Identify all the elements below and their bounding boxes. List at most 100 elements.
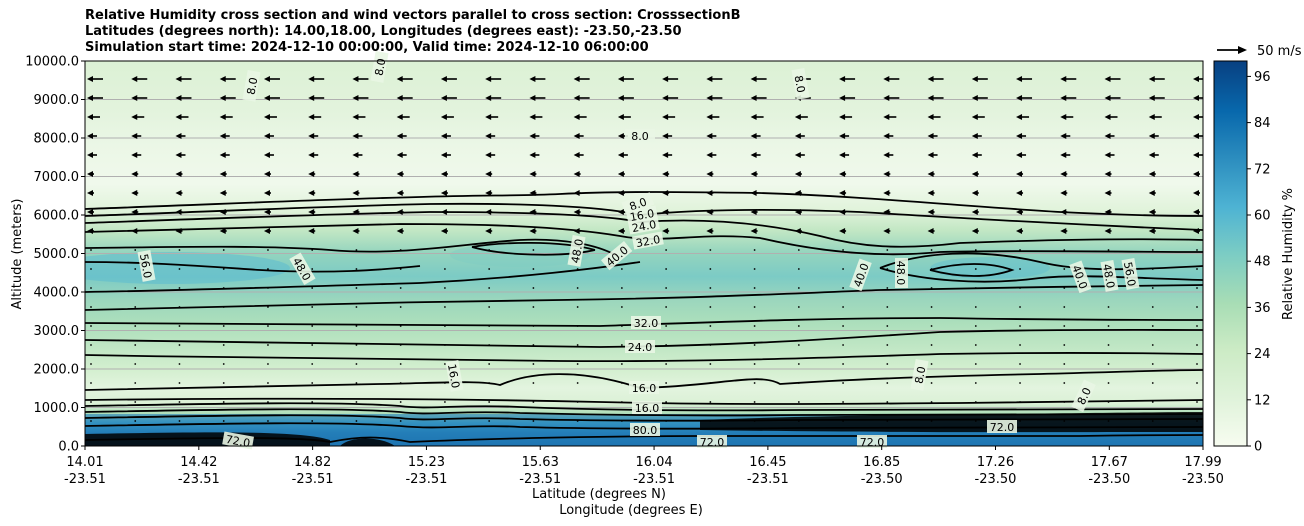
contour-label-bg [625, 340, 655, 353]
wind-vector [222, 325, 225, 327]
contour-label-bg [629, 381, 659, 394]
wind-vector [399, 401, 402, 403]
wind-vector-head [1148, 76, 1155, 82]
wind-vector [488, 268, 491, 270]
y-tick-label: 8000.0 [34, 132, 80, 147]
wind-vector-head [573, 133, 580, 139]
wind-vector-head [794, 171, 801, 177]
wind-vector-head [883, 76, 890, 82]
wind-vector [753, 306, 756, 308]
contour-label: 32.0 [635, 233, 661, 250]
wind-vector-head [1104, 76, 1111, 82]
wind-vector-head [1060, 95, 1067, 101]
wind-vector [930, 306, 933, 308]
wind-vector [974, 268, 977, 270]
wind-vector-head [750, 76, 757, 82]
contour-label: 16.0 [635, 402, 660, 415]
wind-vector-head [485, 152, 492, 158]
wind-vector [134, 363, 137, 365]
wind-vector [444, 249, 446, 251]
x-tick-label-lat: 16.04 [635, 455, 672, 470]
wind-vector-head [396, 95, 403, 101]
wind-vector-head [440, 190, 447, 196]
wind-vector [886, 363, 889, 365]
wind-vector-head [263, 171, 270, 177]
wind-vector-head [750, 133, 757, 139]
wind-vector [1151, 287, 1154, 289]
x-tick-label-lat: 14.42 [180, 455, 217, 470]
wind-vector [620, 363, 623, 365]
wind-vector-head [263, 190, 270, 196]
wind-vector [1019, 325, 1021, 327]
wind-vector [222, 268, 225, 270]
wind-vector-head [839, 228, 846, 234]
wind-vector-head [396, 114, 403, 120]
wind-vector-head [131, 114, 138, 120]
wind-vector [488, 363, 491, 365]
wind-vector [222, 401, 225, 403]
wind-vector [797, 363, 800, 365]
title-line-2: Latitudes (degrees north): 14.00,18.00, … [85, 24, 682, 39]
wind-vector-head [87, 171, 93, 177]
contour-label: 80.0 [633, 424, 658, 437]
wind-vector [620, 268, 623, 270]
wind-vector-head [440, 171, 447, 177]
wind-vector-head [263, 76, 270, 82]
wind-vector-head [440, 228, 447, 234]
wind-vector [1196, 325, 1198, 327]
wind-vector [974, 325, 977, 327]
wind-vector [311, 363, 314, 365]
wind-vector-head [1016, 228, 1023, 234]
x-tick-label-lat: 16.45 [749, 455, 786, 470]
wind-vector [267, 325, 269, 327]
wind-vector [886, 401, 889, 403]
wind-vector [90, 420, 92, 422]
wind-vector-head [1193, 190, 1199, 196]
wind-vector-head [662, 171, 669, 177]
wind-vector-head [440, 76, 447, 82]
wind-vector [753, 268, 756, 270]
wind-vector-head [927, 95, 934, 101]
wind-vector [1019, 363, 1021, 365]
contour-line [85, 284, 1203, 311]
wind-vector [842, 401, 844, 403]
contour-label-bg [857, 435, 887, 448]
wind-vector-head [1193, 209, 1199, 215]
wind-vector [753, 363, 756, 365]
contour-label: 8.0 [631, 130, 649, 143]
contour-line [85, 351, 1203, 363]
contour-label: 8.0 [792, 74, 808, 93]
wind-vector-head [706, 152, 713, 158]
wind-vector-head [617, 95, 624, 101]
wind-vector [444, 401, 446, 403]
wind-vector-head [440, 133, 447, 139]
wind-vector-head [87, 133, 93, 139]
wind-vector-head [352, 171, 359, 177]
wind-vector [178, 249, 181, 251]
contour-label: 56.0 [137, 253, 154, 279]
wind-vector-head [1148, 152, 1155, 158]
y-tick-label: 1000.0 [34, 401, 80, 416]
wind-vector [267, 382, 269, 384]
contour-label-bg [242, 70, 261, 102]
wind-vector-head [794, 152, 801, 158]
wind-vector [134, 401, 137, 403]
wind-vector-head [175, 114, 182, 120]
contour-line [85, 402, 1203, 412]
x-tick-label-lon: -23.51 [64, 472, 106, 487]
wind-vector [753, 287, 756, 289]
wind-vector-head [175, 95, 182, 101]
contour-label-bg [910, 359, 929, 391]
wind-vector-head [706, 228, 713, 234]
wind-vector [842, 363, 844, 365]
wind-vector-head [927, 209, 934, 215]
wind-vector-head [927, 171, 934, 177]
y-tick-label: 10000.0 [25, 55, 79, 70]
wind-vector-head [131, 133, 138, 139]
wind-vector-head [529, 171, 536, 177]
wind-vector [222, 344, 225, 346]
wind-vector [974, 249, 977, 251]
wind-vector [488, 420, 491, 422]
wind-vector [444, 306, 446, 308]
x-tick-label-lat: 17.67 [1091, 455, 1128, 470]
